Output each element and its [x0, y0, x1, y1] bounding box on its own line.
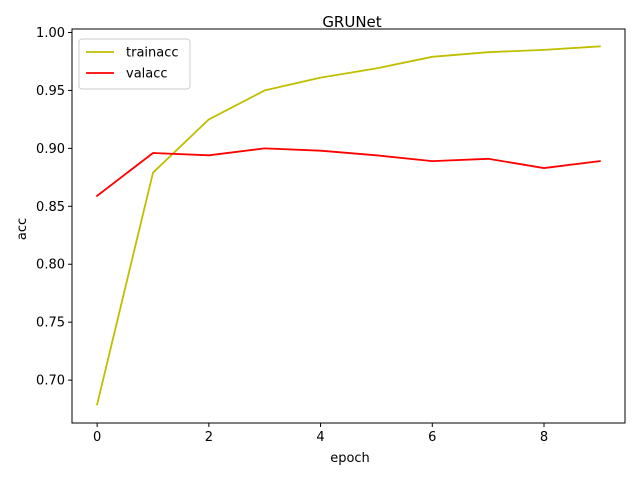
y-tick-label: 0.95: [36, 84, 65, 99]
x-tick-label: 8: [540, 430, 548, 445]
x-tick-label: 4: [316, 430, 324, 445]
legend-label-valacc: valacc: [126, 67, 168, 82]
plot-area: 0 2 4 6 8 0.70 0.75 0.80 0.85 0.90 0.95 1.00: [36, 26, 601, 445]
y-tick-label: 0.80: [36, 258, 65, 273]
y-tick-label: 0.85: [36, 200, 65, 215]
y-tick-label: 0.90: [36, 142, 65, 157]
x-tick-label: 2: [205, 430, 213, 445]
y-axis-label: acc: [15, 218, 30, 240]
series-line-trainacc: [96, 45, 601, 406]
x-tick-label: 0: [93, 430, 101, 445]
y-tick-label: 0.70: [36, 374, 65, 389]
series-line-valacc: [95, 147, 601, 198]
y-tick-label: 1.00: [36, 26, 65, 41]
x-axis-label: epoch: [330, 451, 370, 466]
chart-title: GRUNet: [322, 13, 381, 31]
x-tick-label: 6: [428, 430, 436, 445]
legend-label-trainacc: trainacc: [126, 46, 179, 61]
axes-frame: [71, 28, 626, 424]
y-tick-label: 0.75: [36, 316, 65, 331]
legend: trainacc valacc: [78, 38, 191, 90]
